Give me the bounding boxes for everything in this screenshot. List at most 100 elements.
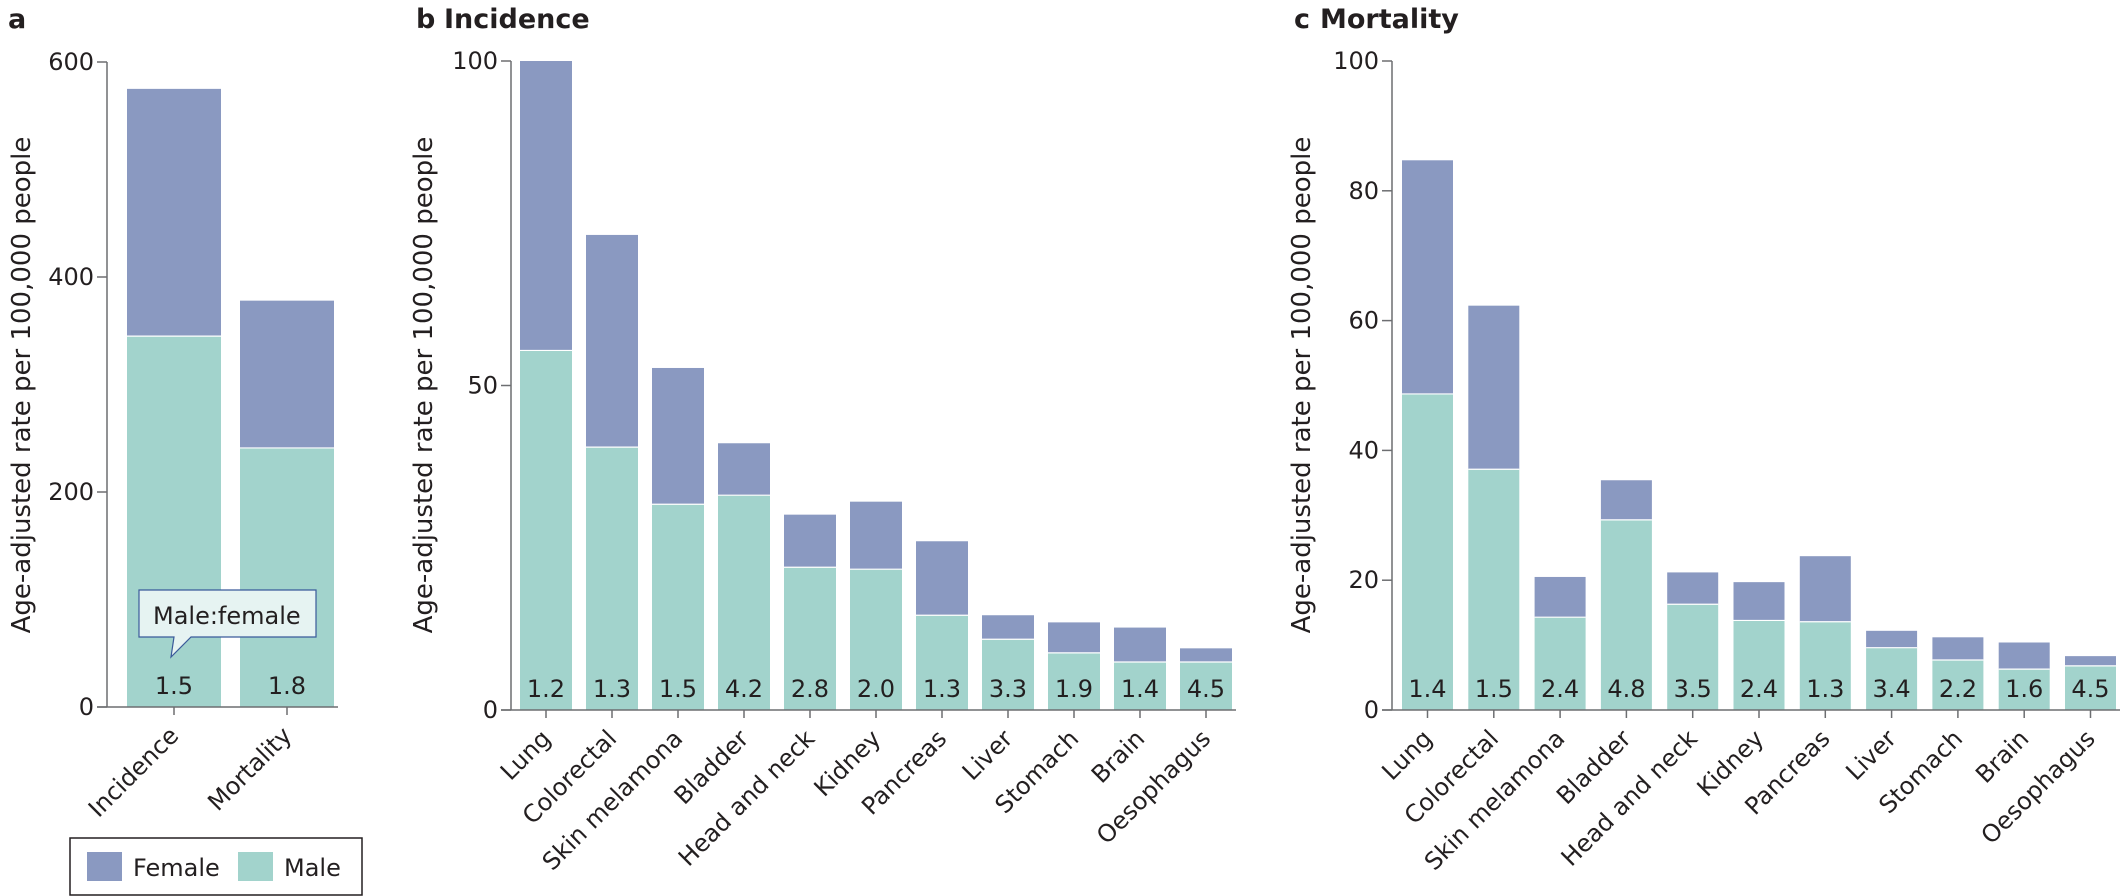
- ratio-label: 1.5: [155, 672, 193, 700]
- ratio-label: 2.4: [1541, 675, 1579, 703]
- bar-female-colorectal: [1468, 305, 1520, 470]
- x-tick-label: Oesophagus: [1091, 724, 1216, 849]
- bar-male-bladder: [718, 495, 770, 710]
- bar-female-liver: [982, 615, 1034, 640]
- ratio-label: 1.9: [1055, 675, 1093, 703]
- bar-male-mortality: [240, 447, 334, 707]
- bar-female-skin-melamona: [652, 367, 704, 505]
- x-tick-label: Mortality: [202, 721, 297, 816]
- ratio-label: 1.6: [2005, 675, 2043, 703]
- bar-male-oesophagus: [2065, 665, 2116, 710]
- bar-male-liver: [1866, 647, 1918, 710]
- bar-female-kidney: [850, 501, 902, 570]
- bar-male-bladder: [1600, 519, 1652, 710]
- x-tick-label: Brain: [1970, 724, 2034, 788]
- x-tick-label: Liver: [1840, 724, 1902, 786]
- bar-female-brain: [1114, 627, 1166, 662]
- ratio-label: 1.3: [923, 675, 961, 703]
- bar-female-pancreas: [916, 541, 968, 616]
- ratio-callout: Male:female: [138, 589, 317, 659]
- bar-male-liver: [982, 639, 1034, 710]
- y-tick-label: 50: [467, 372, 498, 400]
- ratio-label: 1.2: [527, 675, 565, 703]
- ratio-label: 4.8: [1607, 675, 1645, 703]
- panel-b-title: Incidence: [444, 4, 590, 35]
- bar-female-incidence: [127, 88, 221, 337]
- x-tick-label: Incidence: [83, 721, 184, 822]
- bar-male-head-and-neck: [784, 567, 836, 710]
- bar-male-lung: [520, 350, 572, 710]
- y-tick-label: 100: [452, 47, 498, 75]
- panel-a-label: a: [8, 4, 26, 35]
- legend-label-male: Male: [284, 854, 341, 882]
- bar-male-colorectal: [1468, 469, 1520, 710]
- y-tick-label: 200: [48, 478, 94, 506]
- bar-female-oesophagus: [2065, 656, 2116, 666]
- bar-female-stomach: [1932, 637, 1984, 661]
- legend: Female Male: [69, 837, 363, 896]
- bar-female-head-and-neck: [784, 514, 836, 568]
- x-tick-label: Oesophagus: [1976, 724, 2101, 849]
- ratio-label: 2.0: [857, 675, 895, 703]
- x-tick-label: Lung: [1377, 724, 1438, 785]
- bar-female-kidney: [1733, 582, 1785, 621]
- bar-female-lung: [520, 61, 572, 351]
- ratio-label: 1.5: [1475, 675, 1513, 703]
- ratio-label: 1.8: [268, 672, 306, 700]
- y-tick-label: 600: [48, 48, 94, 76]
- bar-male-colorectal: [586, 447, 638, 710]
- legend-swatch-female: [87, 852, 122, 881]
- bar-male-stomach: [1048, 652, 1100, 710]
- bar-male-kidney: [850, 569, 902, 710]
- bar-male-pancreas: [916, 615, 968, 710]
- bar-female-stomach: [1048, 622, 1100, 653]
- ratio-label: 1.4: [1121, 675, 1159, 703]
- ratio-label: 1.3: [1806, 675, 1844, 703]
- callout-text: Male:female: [153, 602, 301, 630]
- x-tick-label: Liver: [957, 724, 1019, 786]
- bar-male-head-and-neck: [1667, 604, 1719, 710]
- y-tick-label: 100: [1333, 47, 1379, 75]
- bar-female-liver: [1866, 630, 1918, 648]
- panel-c-label: c: [1294, 4, 1310, 35]
- bar-female-bladder: [718, 443, 770, 496]
- ratio-label: 1.5: [659, 675, 697, 703]
- bar-female-colorectal: [586, 234, 638, 448]
- ratio-label: 2.4: [1740, 675, 1778, 703]
- bar-male-skin-melamona: [652, 504, 704, 710]
- ratio-label: 4.5: [2071, 675, 2109, 703]
- bar-male-lung: [1402, 393, 1453, 710]
- panel-c-title: Mortality: [1320, 4, 1459, 35]
- bar-male-brain: [1998, 669, 2050, 710]
- bar-male-pancreas: [1799, 621, 1851, 710]
- bar-female-bladder: [1600, 480, 1652, 520]
- ratio-label: 1.3: [593, 675, 631, 703]
- bar-female-brain: [1998, 642, 2050, 670]
- y-axis-title: Age-adjusted rate per 100,000 people: [409, 137, 439, 634]
- ratio-label: 2.2: [1939, 675, 1977, 703]
- y-axis-title: Age-adjusted rate per 100,000 people: [1287, 137, 1317, 634]
- ratio-label: 3.4: [1873, 675, 1911, 703]
- panel-a-chart: 1.5 Incidence 1.8 Mortality 0 200 400 600 Age-ad…: [7, 48, 338, 823]
- y-tick-label: 20: [1348, 566, 1379, 594]
- ratio-label: 4.5: [1187, 675, 1225, 703]
- ratio-label: 3.5: [1674, 675, 1712, 703]
- bar-male-kidney: [1733, 620, 1785, 710]
- bar-male-oesophagus: [1180, 661, 1232, 710]
- x-tick-label: Lung: [495, 724, 556, 785]
- legend-label-female: Female: [133, 854, 220, 882]
- bar-male-stomach: [1932, 660, 1984, 710]
- legend-swatch-male: [238, 852, 273, 881]
- bar-male-brain: [1114, 661, 1166, 710]
- ratio-label: 3.3: [989, 675, 1027, 703]
- ratio-label: 4.2: [725, 675, 763, 703]
- bar-female-skin-melamona: [1534, 576, 1586, 618]
- bar-female-lung: [1402, 160, 1453, 394]
- bar-female-mortality: [240, 300, 334, 448]
- bar-female-head-and-neck: [1667, 572, 1719, 605]
- y-tick-label: 80: [1348, 177, 1379, 205]
- y-tick-label: 400: [48, 263, 94, 291]
